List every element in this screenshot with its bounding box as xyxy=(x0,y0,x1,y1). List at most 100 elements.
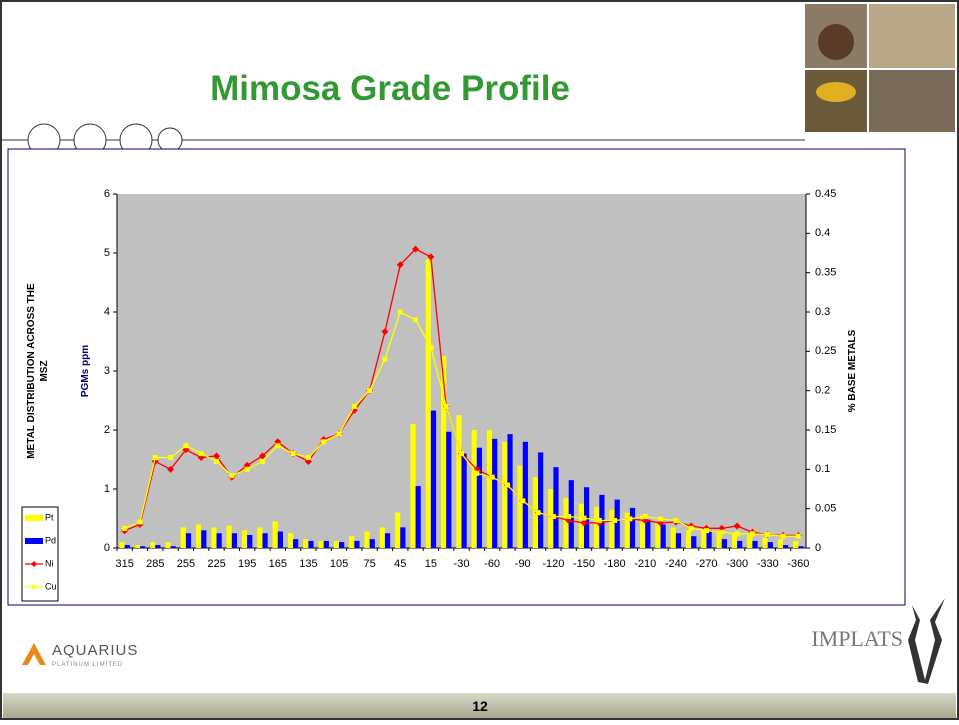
bar xyxy=(318,540,324,548)
bar xyxy=(747,535,753,548)
bar xyxy=(216,533,222,548)
legend-box xyxy=(21,506,59,602)
line-marker xyxy=(351,403,357,409)
line-marker xyxy=(658,516,664,522)
y-tick-label: 3 xyxy=(104,365,110,377)
bar xyxy=(364,531,370,548)
photos xyxy=(805,4,955,132)
legend-label: Pt xyxy=(45,512,54,522)
bar xyxy=(425,258,431,548)
bar xyxy=(492,438,498,548)
bar xyxy=(502,441,508,548)
bar xyxy=(798,546,804,548)
line-marker xyxy=(213,452,221,460)
y2-tick-label: 0.2 xyxy=(815,385,830,397)
legend-label: Ni xyxy=(45,558,54,568)
line-marker xyxy=(703,528,709,534)
bar xyxy=(415,486,421,548)
y-axis-title: METAL DISTRIBUTION ACROSS THE MSZ xyxy=(26,283,50,459)
y2-tick-label: 0.4 xyxy=(815,227,830,239)
bar xyxy=(262,533,268,548)
bar xyxy=(691,536,697,548)
bar xyxy=(410,424,416,548)
bar xyxy=(369,539,375,548)
bar xyxy=(241,530,248,548)
legend-swatch xyxy=(25,515,43,521)
bar xyxy=(660,524,666,548)
x-tick-label: -270 xyxy=(695,558,717,570)
y2-tick-label: 0.05 xyxy=(815,503,836,515)
bar xyxy=(384,533,391,548)
x-tick-label: 135 xyxy=(299,558,317,570)
line-marker xyxy=(749,531,755,537)
y2-tick-label: 0.35 xyxy=(815,267,836,279)
x-tick-label: -60 xyxy=(484,558,500,570)
bar xyxy=(629,507,636,548)
line-marker xyxy=(122,525,128,531)
line-marker xyxy=(214,458,220,464)
bar xyxy=(507,434,513,548)
y2-tick-label: 0.15 xyxy=(815,424,836,436)
line-marker xyxy=(275,443,281,449)
line-marker xyxy=(305,455,311,461)
line-marker xyxy=(413,317,419,323)
bar xyxy=(379,527,385,548)
bar xyxy=(150,542,156,548)
line-marker xyxy=(381,328,389,336)
bar xyxy=(287,533,294,548)
y-unit-label: PGMs ppm xyxy=(80,345,91,397)
line-marker xyxy=(596,517,602,523)
bar xyxy=(430,410,437,548)
line-marker xyxy=(765,532,771,538)
line-marker xyxy=(244,466,250,472)
x-tick-label: -90 xyxy=(515,558,531,570)
line-marker xyxy=(427,253,435,261)
bar xyxy=(231,533,238,548)
x-tick-label: 15 xyxy=(425,558,437,570)
bar xyxy=(323,540,329,548)
bar xyxy=(675,533,682,548)
y2-tick-label: 0.3 xyxy=(815,306,830,318)
y-tick-label: 1 xyxy=(104,483,110,495)
bar xyxy=(670,527,676,548)
bar xyxy=(440,356,447,548)
line-marker xyxy=(258,452,266,460)
bar xyxy=(716,531,722,548)
x-tick-label: -210 xyxy=(634,558,656,570)
bar xyxy=(614,499,620,548)
bar xyxy=(400,527,406,548)
line-marker xyxy=(688,525,694,531)
bar xyxy=(624,512,630,548)
line-marker xyxy=(733,522,741,530)
bar xyxy=(793,540,799,548)
bar xyxy=(134,545,140,548)
bar xyxy=(277,531,283,548)
logo-text: IMPLATS xyxy=(811,626,903,651)
bar xyxy=(563,497,569,548)
bar xyxy=(139,546,146,548)
line-marker xyxy=(580,519,588,527)
bar xyxy=(308,540,314,548)
bar xyxy=(599,494,605,548)
line-marker xyxy=(397,309,403,315)
bar xyxy=(767,542,773,548)
bar xyxy=(762,537,768,548)
x-tick-label: 105 xyxy=(330,558,348,570)
bar xyxy=(247,535,253,548)
line-marker xyxy=(259,458,265,464)
y2-tick-label: 0 xyxy=(815,542,821,554)
slide-title: Mimosa Grade Profile xyxy=(210,69,570,108)
bar xyxy=(354,540,360,548)
line-marker xyxy=(535,510,541,516)
legend: Pt Pd Ni Cu xyxy=(21,506,59,602)
bar xyxy=(476,447,483,548)
bar xyxy=(645,519,651,548)
legend-label: Cu xyxy=(45,581,57,591)
bar xyxy=(446,431,452,548)
line-marker xyxy=(152,455,158,461)
x-tick-label: 285 xyxy=(146,558,164,570)
line-marker xyxy=(198,451,204,457)
line-marker xyxy=(321,439,327,445)
line-marker xyxy=(382,356,388,362)
